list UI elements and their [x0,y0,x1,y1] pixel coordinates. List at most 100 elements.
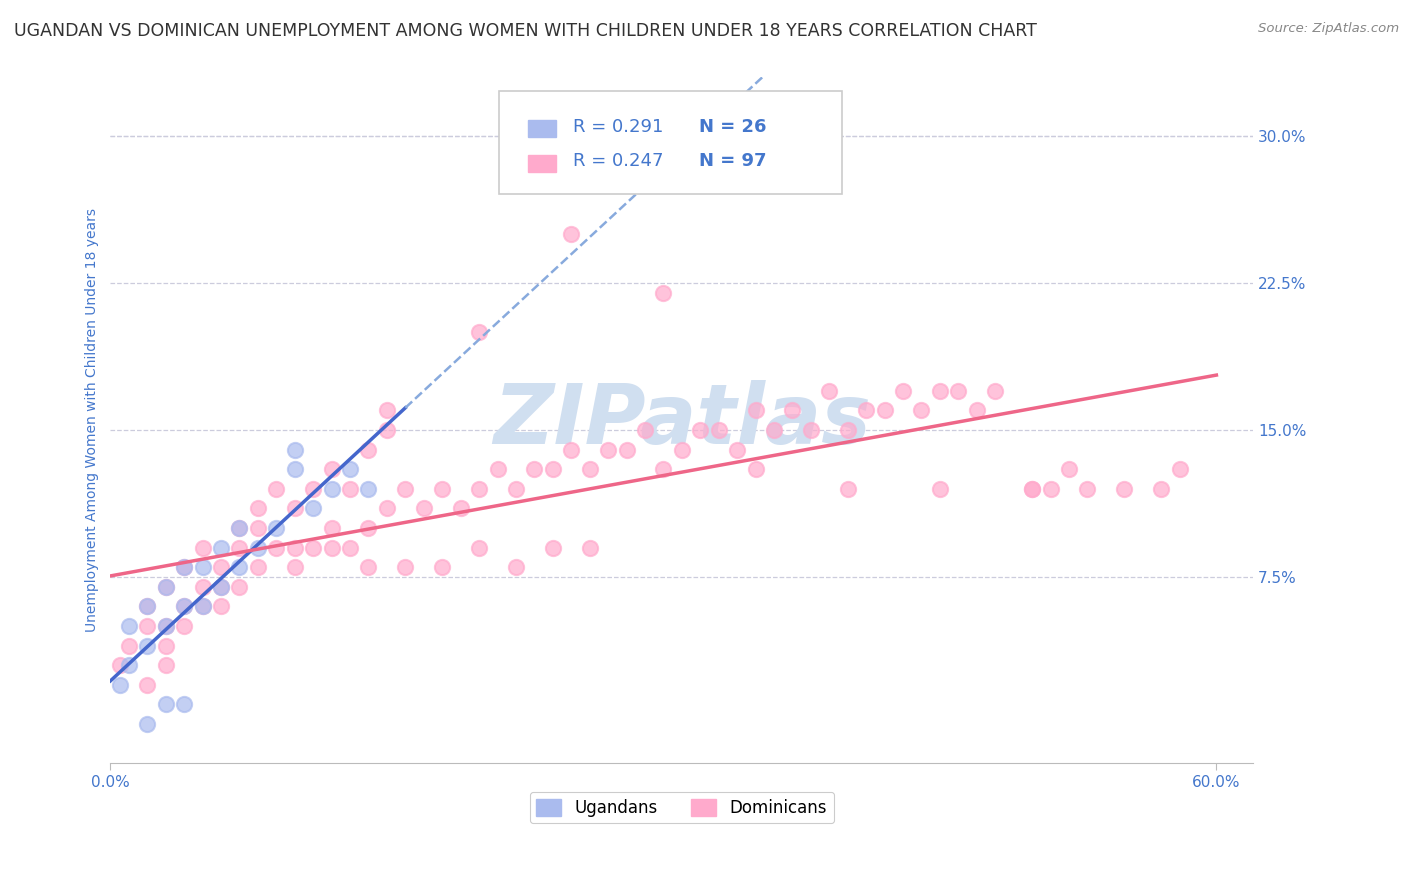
Point [209,599,232,614]
Point [671,442,693,457]
Point [744,462,766,476]
Text: R = 0.247: R = 0.247 [574,153,664,170]
Text: UGANDAN VS DOMINICAN UNEMPLOYMENT AMONG WOMEN WITH CHILDREN UNDER 18 YEARS CORRE: UGANDAN VS DOMINICAN UNEMPLOYMENT AMONG … [14,22,1038,40]
Point [284,462,307,476]
Point [339,462,361,476]
Point [523,462,546,476]
Point [375,423,398,437]
Point [209,580,232,594]
Point [873,403,896,417]
Point [302,541,325,555]
Point [339,541,361,555]
Point [209,541,232,555]
Point [1168,462,1191,476]
Point [246,521,269,535]
Point [1057,462,1080,476]
Point [910,403,932,417]
Point [173,560,195,574]
Point [136,678,159,692]
Point [412,501,434,516]
Point [155,639,177,653]
Point [321,482,343,496]
Point [155,658,177,673]
Point [321,521,343,535]
Point [284,560,307,574]
Point [357,521,380,535]
Point [155,580,177,594]
Point [541,541,564,555]
Point [108,658,131,673]
Point [1039,482,1062,496]
Point [284,501,307,516]
FancyBboxPatch shape [499,91,842,194]
Point [228,541,250,555]
Point [818,384,841,398]
Point [1021,482,1043,496]
Point [155,698,177,712]
Point [357,482,380,496]
Point [246,501,269,516]
Point [173,698,195,712]
Point [782,403,804,417]
Point [246,560,269,574]
Point [837,423,859,437]
Point [855,403,877,417]
Point [1114,482,1136,496]
Point [1150,482,1173,496]
Point [209,580,232,594]
Point [578,541,600,555]
Text: R = 0.291: R = 0.291 [574,118,664,136]
Point [560,442,582,457]
Point [173,560,195,574]
Point [432,560,454,574]
FancyBboxPatch shape [527,120,557,137]
Y-axis label: Unemployment Among Women with Children Under 18 years: Unemployment Among Women with Children U… [86,209,100,632]
Point [228,560,250,574]
Point [744,403,766,417]
Point [118,639,141,653]
Point [486,462,509,476]
Point [191,541,214,555]
Text: N = 97: N = 97 [699,153,766,170]
Point [468,482,491,496]
Point [357,560,380,574]
Point [191,580,214,594]
Point [634,423,657,437]
Point [505,482,527,496]
Point [598,442,620,457]
Point [1021,482,1043,496]
Point [505,560,527,574]
Point [155,619,177,633]
Point [375,403,398,417]
Point [1076,482,1098,496]
Point [578,462,600,476]
Point [725,442,748,457]
Point [136,717,159,731]
Point [321,541,343,555]
Point [929,482,952,496]
Point [136,599,159,614]
Point [837,482,859,496]
Point [209,560,232,574]
Point [228,521,250,535]
Point [173,619,195,633]
Point [191,599,214,614]
FancyBboxPatch shape [527,154,557,172]
Point [948,384,970,398]
Point [136,639,159,653]
Point [321,462,343,476]
Point [707,423,730,437]
Text: ZIPatlas: ZIPatlas [494,380,870,461]
Point [155,580,177,594]
Point [228,580,250,594]
Point [468,541,491,555]
Point [302,482,325,496]
Point [173,599,195,614]
Point [450,501,472,516]
Point [966,403,988,417]
Text: N = 26: N = 26 [699,118,766,136]
Point [302,501,325,516]
Point [136,599,159,614]
Point [984,384,1007,398]
Point [191,560,214,574]
